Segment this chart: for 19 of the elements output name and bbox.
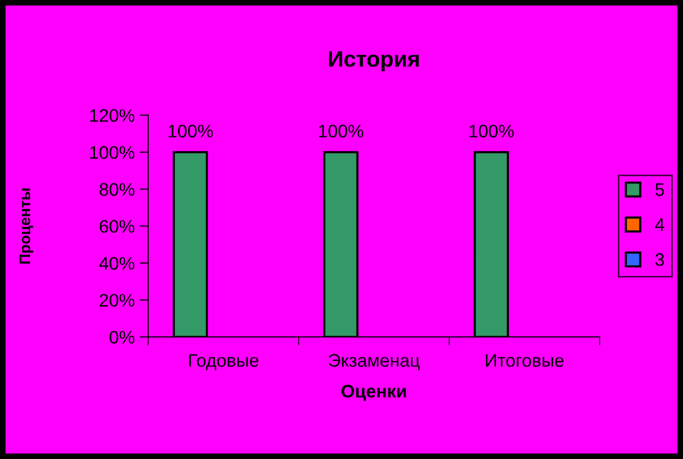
y-tick-label: 40% bbox=[99, 256, 134, 270]
legend-label: 3 bbox=[655, 253, 664, 266]
legend-label: 4 bbox=[655, 218, 664, 231]
y-tick-label: 20% bbox=[100, 294, 134, 307]
x-tick-label: Итоговые bbox=[486, 354, 564, 367]
y-tick-label: 80% bbox=[100, 183, 134, 196]
legend-label: 5 bbox=[655, 183, 664, 196]
y-tick-label: 100% bbox=[90, 146, 134, 159]
x-tick-label: Годовые bbox=[189, 354, 258, 370]
y-tick-label: 60% bbox=[100, 220, 134, 233]
y-tick-label: 0% bbox=[110, 330, 134, 344]
data-label: 100% bbox=[168, 124, 213, 138]
data-label: 100% bbox=[319, 124, 364, 138]
x-axis-title: Оценки bbox=[342, 384, 406, 401]
x-tick-label: Экзаменац bbox=[328, 354, 420, 370]
y-axis-title: Проценты bbox=[20, 188, 34, 264]
y-tick-label: 120% bbox=[90, 109, 134, 122]
data-label: 100% bbox=[470, 124, 514, 138]
chart-title: История bbox=[329, 51, 419, 72]
